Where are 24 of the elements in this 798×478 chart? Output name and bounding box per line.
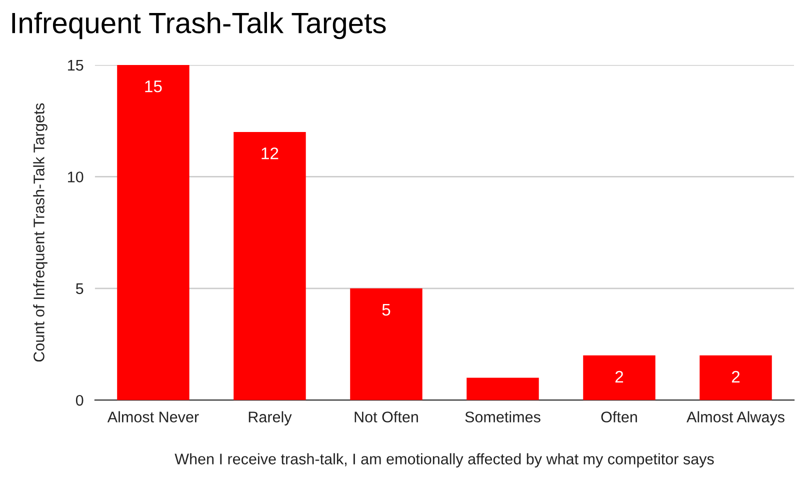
- y-tick-label: 0: [76, 394, 84, 406]
- y-tick-label: 10: [68, 172, 84, 182]
- x-tick-label: Almost Always: [686, 411, 784, 426]
- bar: [583, 355, 656, 400]
- y-axis-title: Count of Infrequent Trash-Talk Targets: [33, 103, 48, 362]
- data-label: 2: [732, 370, 740, 383]
- x-tick-label: Almost Never: [107, 411, 199, 422]
- x-tick-label: Not Often: [354, 411, 418, 422]
- x-axis-title: When I receive trash-talk, I am emotionally affected by what my competitor says: [174, 453, 714, 468]
- x-tick-label: Rarely: [248, 411, 292, 426]
- data-label: 12: [262, 147, 278, 160]
- bar: [466, 378, 539, 400]
- y-tick-label: 5: [76, 283, 84, 294]
- y-tick-label: 15: [68, 60, 84, 71]
- bar: [234, 132, 306, 400]
- x-tick-label: Often: [601, 411, 637, 422]
- bar: [350, 288, 422, 400]
- bar: [700, 355, 772, 400]
- data-label: 15: [145, 80, 162, 92]
- data-label: 2: [615, 370, 624, 383]
- chart-title: Infrequent Trash-Talk Targets: [12, 12, 386, 40]
- data-label: 5: [382, 304, 390, 316]
- bar: [117, 65, 190, 400]
- x-tick-label: Sometimes: [465, 411, 540, 422]
